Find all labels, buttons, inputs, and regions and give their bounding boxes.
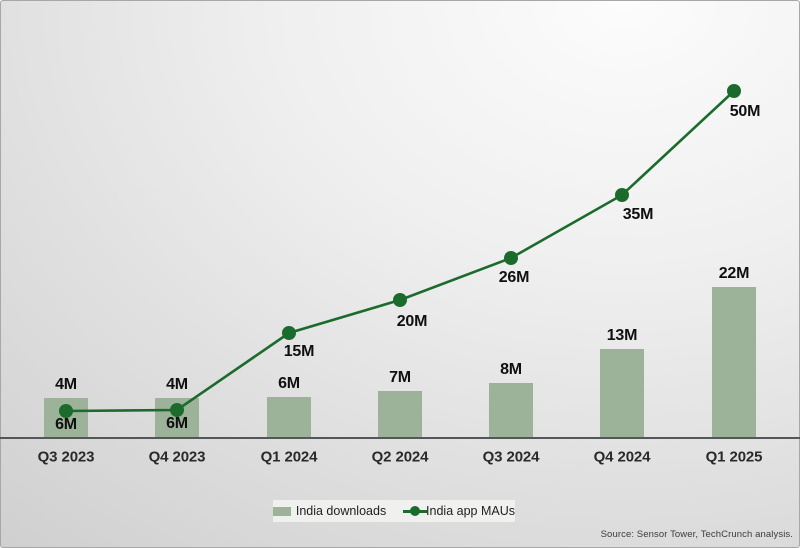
downloads-bar	[489, 383, 533, 438]
downloads-swatch-icon	[273, 506, 291, 516]
maus-value-label: 35M	[622, 206, 654, 223]
downloads-bar	[600, 349, 644, 438]
downloads-value-label: 13M	[606, 327, 638, 344]
legend-maus-label: India app MAUs	[426, 504, 515, 518]
x-axis-label: Q3 2024	[482, 448, 540, 466]
x-axis-label: Q1 2024	[260, 448, 318, 466]
maus-point	[615, 188, 629, 202]
source-note: Source: Sensor Tower, TechCrunch analysi…	[600, 529, 793, 540]
maus-value-label: 6M	[55, 416, 77, 433]
maus-value-label: 26M	[498, 269, 530, 286]
x-axis-label: Q4 2024	[593, 448, 651, 466]
downloads-value-label: 6M	[278, 375, 300, 392]
maus-value-label: 20M	[396, 313, 428, 330]
maus-value-label: 50M	[729, 103, 761, 120]
x-axis-label: Q4 2023	[148, 448, 206, 466]
downloads-bar	[267, 397, 311, 438]
maus-point	[393, 293, 407, 307]
legend: India downloads India app MAUs	[273, 500, 515, 522]
downloads-value-label: 4M	[55, 376, 77, 393]
maus-point	[170, 403, 184, 417]
downloads-value-label: 22M	[718, 265, 750, 282]
downloads-value-label: 7M	[389, 369, 411, 386]
x-axis-label: Q2 2024	[371, 448, 429, 466]
maus-line-path	[65, 90, 735, 413]
legend-downloads-label: India downloads	[295, 504, 387, 518]
x-axis-label: Q1 2025	[705, 448, 763, 466]
maus-value-label: 15M	[283, 343, 315, 360]
legend-dot-glyph	[410, 506, 421, 516]
downloads-bar	[712, 287, 756, 438]
x-axis-label: Q3 2023	[37, 448, 95, 466]
maus-point	[59, 404, 73, 418]
downloads-value-label: 8M	[500, 361, 522, 378]
maus-point	[504, 251, 518, 265]
maus-point	[282, 326, 296, 340]
downloads-bar	[378, 391, 422, 438]
maus-line-icon	[403, 506, 428, 516]
x-axis-line	[0, 437, 800, 439]
downloads-value-label: 4M	[166, 376, 188, 393]
maus-point	[727, 84, 741, 98]
maus-value-label: 6M	[166, 415, 188, 432]
